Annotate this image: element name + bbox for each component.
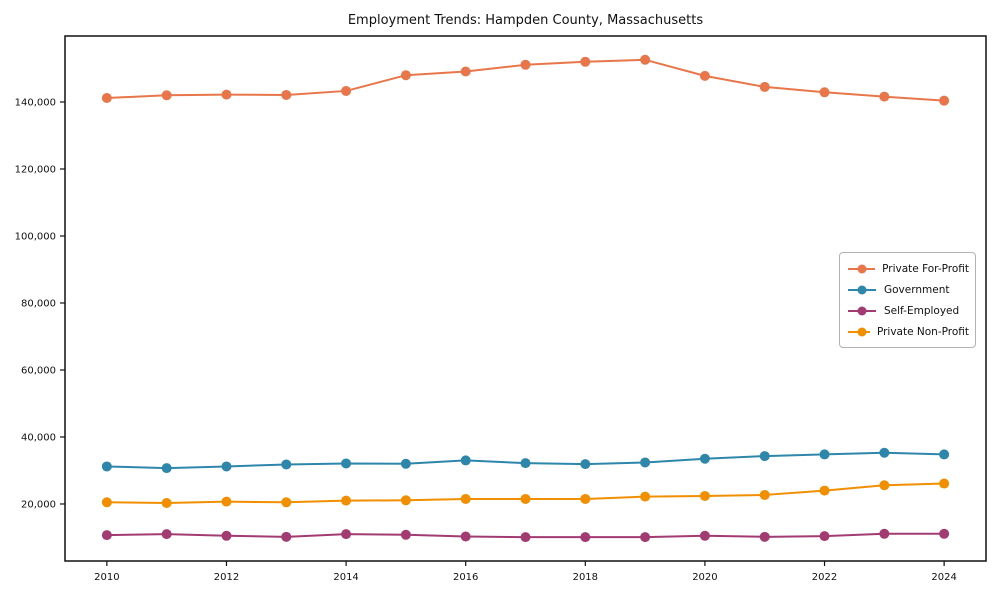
data-point <box>101 92 112 103</box>
data-point <box>221 89 232 100</box>
series-government <box>101 447 950 474</box>
data-point <box>879 480 890 491</box>
x-tick-label: 2012 <box>214 572 239 583</box>
chart-title: Employment Trends: Hampden County, Massa… <box>347 13 704 28</box>
data-point <box>460 455 471 466</box>
data-point <box>460 493 471 504</box>
data-point <box>341 495 352 506</box>
data-point <box>341 458 352 469</box>
data-point <box>520 59 531 70</box>
data-point <box>699 530 710 541</box>
y-tick-label: 140,000 <box>15 97 56 108</box>
legend-swatch-self-employed <box>848 306 876 315</box>
series-self-employed <box>101 528 950 543</box>
data-point <box>699 70 710 81</box>
data-point <box>400 70 411 81</box>
data-point <box>580 56 591 67</box>
data-point <box>759 451 770 462</box>
data-point <box>819 449 830 460</box>
y-axis-ticks: 20,000 40,000 60,000 80,000 100,000 120,000 14… <box>15 97 65 510</box>
data-point <box>640 532 651 543</box>
data-point <box>879 447 890 458</box>
data-point <box>221 461 232 472</box>
y-tick-label: 120,000 <box>15 164 56 175</box>
y-tick-label: 40,000 <box>21 432 56 443</box>
data-point <box>341 529 352 540</box>
data-point <box>819 531 830 542</box>
y-tick-label: 60,000 <box>21 365 56 376</box>
data-point <box>520 532 531 543</box>
x-axis-ticks: 2010 2012 2014 2016 2018 2020 2022 2024 <box>94 561 957 583</box>
data-point <box>819 87 830 98</box>
y-tick-label: 100,000 <box>15 231 56 242</box>
data-point <box>640 457 651 468</box>
data-point <box>281 89 292 100</box>
data-point <box>101 461 112 472</box>
x-tick-label: 2020 <box>692 572 717 583</box>
data-point <box>281 459 292 470</box>
data-point <box>341 85 352 96</box>
axes <box>64 35 987 562</box>
x-tick-label: 2016 <box>453 572 478 583</box>
data-point <box>161 497 172 508</box>
x-tick-label: 2010 <box>94 572 119 583</box>
data-point <box>580 532 591 543</box>
data-point <box>221 530 232 541</box>
y-tick-label: 20,000 <box>21 499 56 510</box>
series-private-for-profit <box>101 54 950 106</box>
data-point <box>939 449 950 460</box>
x-tick-label: 2018 <box>573 572 598 583</box>
legend-item: Self-Employed <box>847 300 969 321</box>
data-point <box>640 491 651 502</box>
legend-item: Private For-Profit <box>847 258 969 279</box>
data-point <box>819 485 830 496</box>
data-point <box>400 529 411 540</box>
data-point <box>759 489 770 500</box>
x-tick-label: 2014 <box>333 572 358 583</box>
legend-item: Government <box>847 279 969 300</box>
data-point <box>520 493 531 504</box>
data-point <box>281 531 292 542</box>
data-point <box>939 95 950 106</box>
legend-swatch-government <box>848 285 876 294</box>
x-tick-label: 2022 <box>812 572 837 583</box>
data-point <box>879 91 890 102</box>
data-point <box>879 528 890 539</box>
data-point <box>161 90 172 101</box>
data-point <box>460 531 471 542</box>
data-point <box>759 81 770 92</box>
data-point <box>939 478 950 489</box>
legend-label: Government <box>884 283 950 296</box>
legend-label: Self-Employed <box>884 304 960 317</box>
data-point <box>520 458 531 469</box>
data-point <box>400 495 411 506</box>
data-point <box>161 463 172 474</box>
data-point <box>759 531 770 542</box>
legend: Private For-Profit Government Self-Emplo… <box>839 252 976 348</box>
data-point <box>939 528 950 539</box>
data-point <box>101 497 112 508</box>
data-point <box>580 493 591 504</box>
data-point <box>699 490 710 501</box>
data-point <box>699 453 710 464</box>
data-point <box>580 459 591 470</box>
data-point <box>221 496 232 507</box>
data-point <box>400 458 411 469</box>
data-point <box>161 529 172 540</box>
legend-label: Private Non-Profit <box>876 325 969 338</box>
data-point <box>281 497 292 508</box>
legend-swatch-private-non-profit <box>848 327 870 336</box>
legend-item: Private Non-Profit <box>847 321 969 342</box>
legend-swatch-private-for-profit <box>848 264 876 273</box>
series-private-non-profit <box>101 478 950 508</box>
data-point <box>460 66 471 77</box>
x-tick-label: 2024 <box>931 572 956 583</box>
data-point <box>640 54 651 65</box>
data-point <box>101 530 112 541</box>
legend-label: Private For-Profit <box>882 262 969 275</box>
y-tick-label: 80,000 <box>21 298 56 309</box>
